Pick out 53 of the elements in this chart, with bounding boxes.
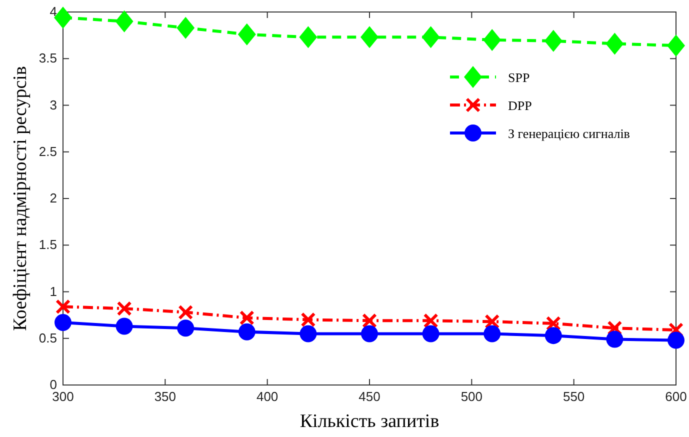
- point: [484, 325, 501, 342]
- point: [360, 26, 378, 48]
- point: [362, 313, 377, 328]
- y-tick-label: 0.5: [38, 330, 57, 346]
- point: [668, 332, 684, 349]
- point: [238, 23, 256, 46]
- legend-label: З генерацією сигналів: [508, 126, 630, 141]
- point: [667, 34, 685, 57]
- y-tick-label: 1.5: [38, 237, 57, 252]
- point: [178, 304, 194, 320]
- point: [544, 30, 562, 52]
- point: [483, 28, 502, 51]
- point: [484, 314, 500, 330]
- point: [299, 26, 318, 48]
- x-tick-label: 600: [665, 389, 687, 404]
- point: [544, 327, 562, 344]
- point: [668, 322, 684, 338]
- point: [546, 316, 561, 331]
- point: [56, 299, 70, 314]
- x-tick-label: 300: [52, 389, 74, 404]
- legend-label: DPP: [508, 98, 532, 113]
- x-tick-label: 500: [460, 389, 483, 404]
- point: [607, 320, 622, 336]
- y-tick-label: 4: [50, 4, 57, 19]
- point: [116, 318, 133, 335]
- x-tick-label: 550: [562, 389, 585, 404]
- y-tick-label: 1: [50, 284, 57, 299]
- point: [176, 16, 195, 39]
- x-tick-label: 350: [154, 389, 176, 404]
- point: [423, 313, 438, 328]
- point: [361, 325, 378, 342]
- point: [606, 330, 624, 348]
- point: [606, 32, 624, 55]
- y-tick-label: 3: [50, 97, 57, 112]
- y-axis-title: Коефіцієнт надмірності ресурсів: [10, 66, 31, 331]
- x-tick-label: 450: [358, 389, 380, 404]
- point: [177, 320, 194, 337]
- y-tick-label: 3.5: [38, 50, 57, 66]
- point: [115, 10, 134, 32]
- point: [300, 312, 316, 328]
- legend-label: SPP: [508, 70, 530, 85]
- point: [239, 310, 254, 326]
- point: [422, 325, 440, 342]
- point: [238, 323, 256, 340]
- y-tick-label: 2: [50, 190, 57, 206]
- y-tick-label: 0: [50, 377, 57, 392]
- y-tick-label: 2.5: [38, 144, 57, 159]
- point: [54, 314, 72, 332]
- x-tick-label: 400: [256, 389, 278, 404]
- point: [300, 325, 317, 342]
- x-axis-title: Кількість запитів: [300, 411, 440, 432]
- point: [422, 26, 440, 48]
- point: [116, 301, 132, 316]
